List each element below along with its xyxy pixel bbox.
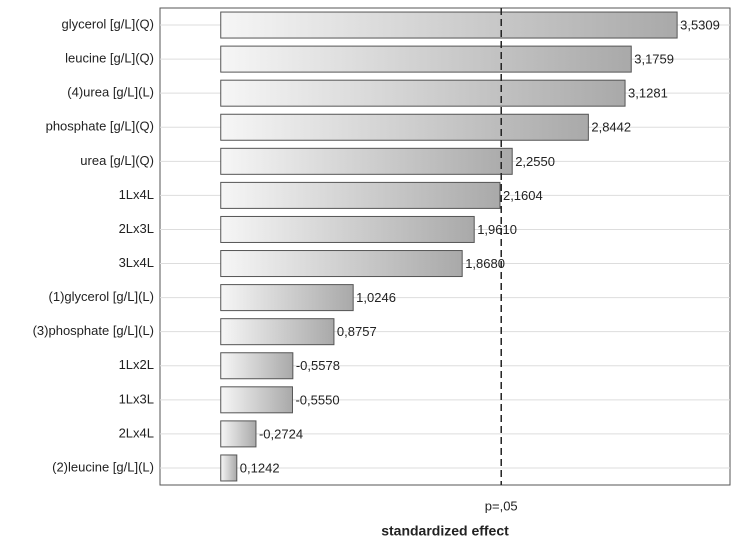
data-label: 3,5309 xyxy=(680,17,720,32)
bar xyxy=(220,420,257,448)
y-tick-label: leucine [g/L](Q) xyxy=(65,51,154,66)
bar xyxy=(220,11,678,39)
data-label: -0,5578 xyxy=(296,358,340,373)
y-tick-label: (3)phosphate [g/L](L) xyxy=(33,323,154,338)
x-axis-label: standardized effect xyxy=(381,523,509,539)
y-tick-label: 1Lx3L xyxy=(119,391,154,406)
bar xyxy=(220,318,335,346)
bar xyxy=(220,147,513,175)
data-label: 1,0246 xyxy=(356,290,396,305)
data-label: 0,1242 xyxy=(240,460,280,475)
data-label: -0,5550 xyxy=(295,392,339,407)
data-label: 1,8680 xyxy=(465,256,505,271)
data-label: 2,8442 xyxy=(591,120,631,135)
bar xyxy=(220,45,632,73)
y-tick-label: 2Lx4L xyxy=(119,425,154,440)
data-label: 3,1281 xyxy=(628,86,668,101)
y-tick-label: (1)glycerol [g/L](L) xyxy=(49,289,154,304)
data-label: 2,2550 xyxy=(515,154,555,169)
y-tick-label: urea [g/L](Q) xyxy=(80,153,154,168)
bar xyxy=(220,181,501,209)
y-tick-label: (4)urea [g/L](L) xyxy=(67,85,154,100)
y-tick-label: 1Lx2L xyxy=(119,357,154,372)
bar xyxy=(220,215,475,243)
y-tick-label: 2Lx3L xyxy=(119,221,154,236)
y-tick-label: (2)leucine [g/L](L) xyxy=(52,459,154,474)
bar xyxy=(220,284,354,312)
bar xyxy=(220,113,589,141)
bar xyxy=(220,454,238,482)
plot-frame xyxy=(159,7,731,486)
data-label: -0,2724 xyxy=(259,426,303,441)
data-label: 2,1604 xyxy=(503,188,543,203)
y-tick-label: 3Lx4L xyxy=(119,255,154,270)
y-tick-label: glycerol [g/L](Q) xyxy=(62,16,154,31)
data-label: 3,1759 xyxy=(634,52,674,67)
bar xyxy=(220,352,294,380)
y-tick-label: 1Lx4L xyxy=(119,187,154,202)
y-tick-label: phosphate [g/L](Q) xyxy=(46,119,154,134)
data-label: 0,8757 xyxy=(337,324,377,339)
bar xyxy=(220,250,463,278)
reference-label: p=,05 xyxy=(485,498,518,513)
bar xyxy=(220,386,293,414)
data-label: 1,9610 xyxy=(477,222,517,237)
bar xyxy=(220,79,626,107)
